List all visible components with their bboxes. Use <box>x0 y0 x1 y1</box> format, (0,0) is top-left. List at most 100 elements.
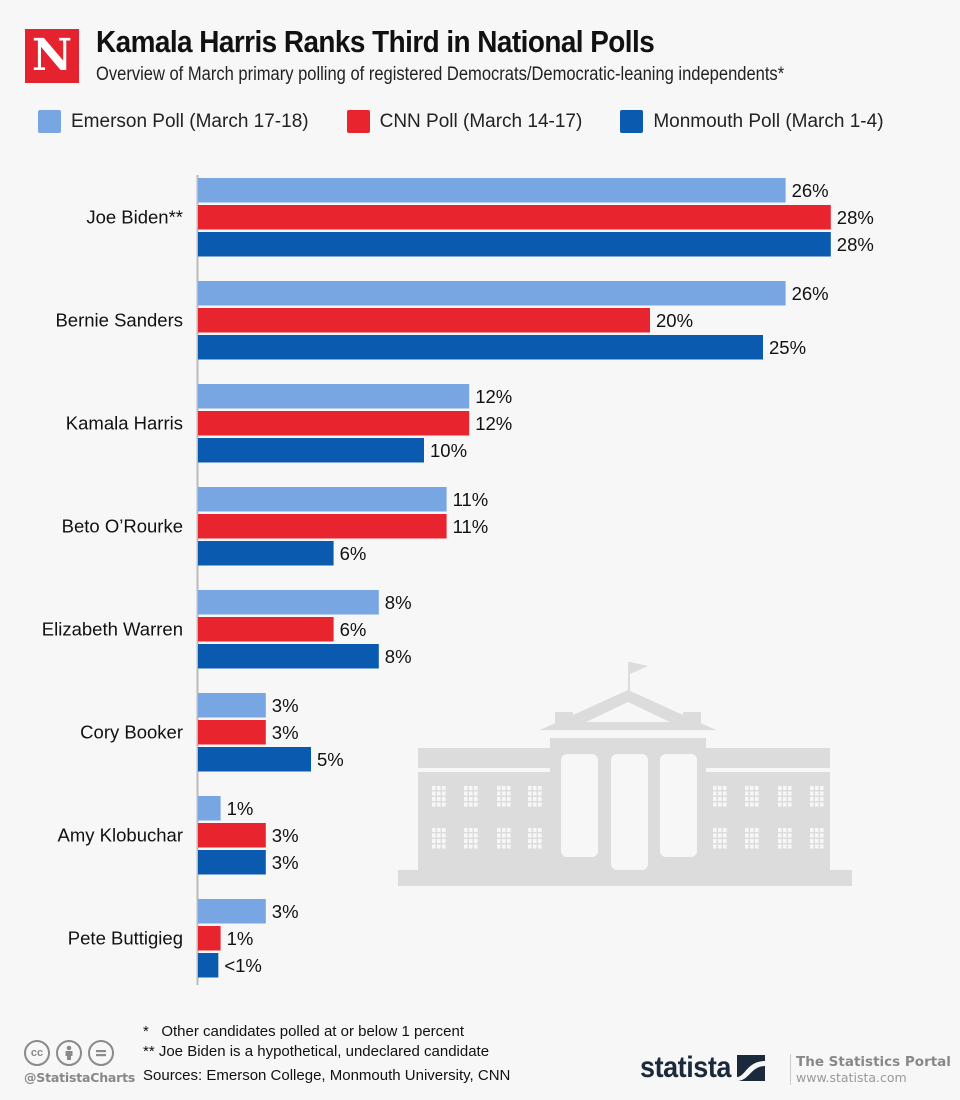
window-pane <box>815 833 819 838</box>
portal-url[interactable]: www.statista.com <box>796 1070 907 1085</box>
window-pane <box>474 828 478 832</box>
window-pane <box>815 797 819 801</box>
window-pane <box>474 844 478 849</box>
window-pane <box>788 839 792 843</box>
window-pane <box>750 833 754 838</box>
legend-swatch-cnn <box>346 110 370 133</box>
window-pane <box>474 791 478 796</box>
window-pane <box>755 833 759 838</box>
window-pane <box>810 833 814 838</box>
window-pane <box>788 844 792 849</box>
bar-cnn <box>198 308 650 333</box>
bar-cnn <box>198 514 447 539</box>
window-pane <box>750 839 754 843</box>
window-pane <box>778 844 782 849</box>
value-label-emerson: 3% <box>272 901 299 922</box>
legend-item-emerson: Emerson Poll (March 17-18) <box>38 110 309 133</box>
category-label: Bernie Sanders <box>55 309 183 330</box>
bar-monmouth <box>198 335 763 360</box>
category-label: Beto O’Rourke <box>62 515 183 536</box>
window-pane <box>432 791 436 796</box>
window-pane <box>497 844 501 849</box>
window-pane <box>755 802 759 807</box>
value-label-emerson: 26% <box>792 283 829 304</box>
footnote-2: ** Joe Biden is a hypothetical, undeclar… <box>143 1043 490 1060</box>
window-pane <box>745 844 749 849</box>
window-pane <box>755 839 759 843</box>
window-pane <box>437 797 441 801</box>
window-pane <box>533 797 537 801</box>
window-pane <box>432 797 436 801</box>
value-label-emerson: 26% <box>792 180 829 201</box>
legend-label-monmouth: Monmouth Poll (March 1-4) <box>653 110 884 132</box>
window-pane <box>810 791 814 796</box>
window-pane <box>745 797 749 801</box>
window-pane <box>745 791 749 796</box>
window-pane <box>750 797 754 801</box>
statista-charts-handle[interactable]: @StatistaCharts <box>24 1070 136 1085</box>
value-label-cnn: 3% <box>272 722 299 743</box>
window-pane <box>528 786 532 790</box>
bar-emerson <box>198 796 221 821</box>
window-pane <box>713 802 717 807</box>
value-label-monmouth: 8% <box>385 646 412 667</box>
statistics-portal: The Statistics Portal www.statista.com <box>790 1054 951 1085</box>
window-pane <box>528 844 532 849</box>
legend-label-emerson: Emerson Poll (March 17-18) <box>71 110 309 132</box>
window-pane <box>750 828 754 832</box>
window-pane <box>815 791 819 796</box>
window-pane <box>533 828 537 832</box>
legend-item-monmouth: Monmouth Poll (March 1-4) <box>620 110 884 133</box>
window-pane <box>788 833 792 838</box>
window-pane <box>783 833 787 838</box>
window-pane <box>502 797 506 801</box>
window-pane <box>497 797 501 801</box>
window-pane <box>723 844 727 849</box>
window-pane <box>432 786 436 790</box>
window-pane <box>718 844 722 849</box>
window-pane <box>783 844 787 849</box>
value-labels: 26% 28% 28% 26% 20% 25% 12% 12% 10% 11% 11% 6% 8% 6% 8… <box>224 180 873 976</box>
window-pane <box>783 802 787 807</box>
window-pane <box>713 844 717 849</box>
window-pane <box>437 786 441 790</box>
window-pane <box>533 786 537 790</box>
window-pane <box>469 786 473 790</box>
window-pane <box>815 839 819 843</box>
window-pane <box>755 791 759 796</box>
window-pane <box>778 797 782 801</box>
window-pane <box>820 791 824 796</box>
bar-cnn <box>198 205 831 230</box>
window-pane <box>820 802 824 807</box>
statista-logo[interactable]: statista <box>640 1051 766 1085</box>
bar-cnn <box>198 411 470 436</box>
value-label-monmouth: 10% <box>430 440 467 461</box>
category-label: Joe Biden** <box>86 206 183 227</box>
window-pane <box>778 833 782 838</box>
bar-monmouth <box>198 953 219 978</box>
window-pane <box>442 839 446 843</box>
category-label: Amy Klobuchar <box>58 824 183 845</box>
value-label-monmouth: 3% <box>272 852 299 873</box>
window-pane <box>442 797 446 801</box>
window-pane <box>464 791 468 796</box>
newsweek-logo: N <box>25 29 79 83</box>
window-pane <box>533 802 537 807</box>
window-pane <box>538 828 542 832</box>
bars-group <box>198 178 831 978</box>
window-pane <box>437 791 441 796</box>
bar-emerson <box>198 281 786 306</box>
window-pane <box>528 833 532 838</box>
value-label-cnn: 20% <box>656 310 693 331</box>
window-pane <box>820 844 824 849</box>
category-labels: Joe Biden** Bernie Sanders Kamala Harris Be… <box>42 206 183 948</box>
window-pane <box>750 802 754 807</box>
window-pane <box>502 791 506 796</box>
window-pane <box>507 791 511 796</box>
window-pane <box>713 833 717 838</box>
value-label-emerson: 12% <box>475 386 512 407</box>
bar-emerson <box>198 384 470 409</box>
window-pane <box>528 797 532 801</box>
bar-cnn <box>198 926 221 951</box>
bar-cnn <box>198 823 266 848</box>
